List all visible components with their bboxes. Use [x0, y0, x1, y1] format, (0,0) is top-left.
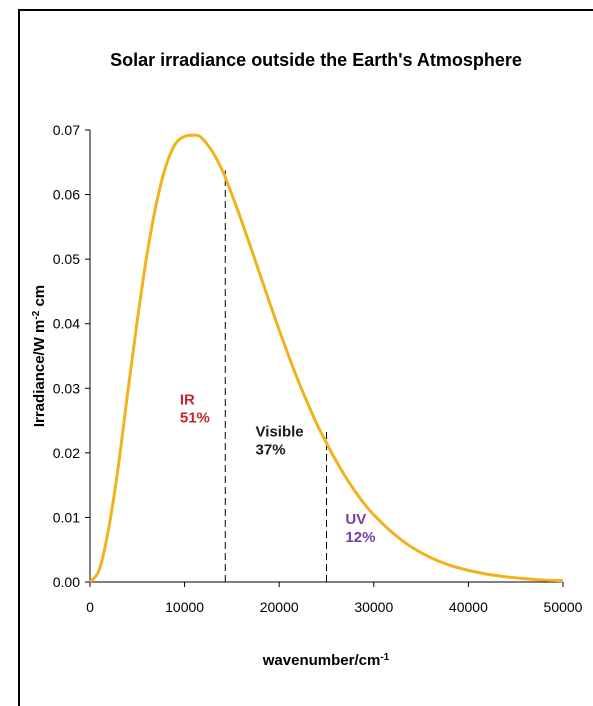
- y-tick-label: 0.03: [53, 380, 80, 396]
- plot-area: 0.00 0.01 0.02 0.03 0.04 0.05 0.06 0.07 0 10000 20…: [53, 122, 583, 615]
- irradiance-curve: [88, 133, 564, 584]
- region-dividers: [224, 170, 327, 582]
- y-tick-label: 0.06: [53, 187, 80, 203]
- axis-ticks: 0.00 0.01 0.02 0.03 0.04 0.05 0.06 0.07 0 10000 20…: [53, 122, 583, 615]
- x-tick-label: 50000: [544, 599, 583, 615]
- y-tick-label: 0.05: [53, 251, 80, 267]
- y-axis-label: Irradiance/W m-2 cm: [31, 285, 49, 427]
- x-tick-label: 10000: [165, 599, 204, 615]
- x-tick-label: 30000: [354, 599, 393, 615]
- region-label: 37%: [256, 442, 286, 459]
- region-label: 12%: [345, 529, 375, 546]
- x-tick-label: 0: [86, 599, 94, 615]
- y-tick-label: 0.04: [53, 316, 80, 332]
- x-axis-label-main: wavenumber/cm: [262, 652, 381, 669]
- region-label: UV: [345, 511, 366, 528]
- x-tick-label: 20000: [260, 599, 299, 615]
- frame-top-border: [18, 9, 593, 11]
- x-axis-label: wavenumber/cm-1: [262, 652, 390, 670]
- frame-left-border: [18, 9, 20, 706]
- y-tick-label: 0.07: [53, 122, 80, 138]
- region-label: Visible: [256, 424, 304, 441]
- y-tick-label: 0.02: [53, 445, 80, 461]
- x-axis-label-sup: -1: [380, 652, 389, 663]
- y-tick-label: 0.01: [53, 509, 80, 525]
- chart-title: Solar irradiance outside the Earth's Atm…: [110, 50, 522, 70]
- y-axis-label-main: Irradiance/W m: [31, 320, 48, 428]
- y-axis-label-sup: -2: [31, 310, 42, 319]
- region-label: IR: [180, 391, 195, 408]
- region-label: 51%: [180, 409, 210, 426]
- x-tick-label: 40000: [449, 599, 488, 615]
- y-axis-label-unit: cm: [31, 285, 48, 311]
- y-tick-label: 0.00: [53, 574, 80, 590]
